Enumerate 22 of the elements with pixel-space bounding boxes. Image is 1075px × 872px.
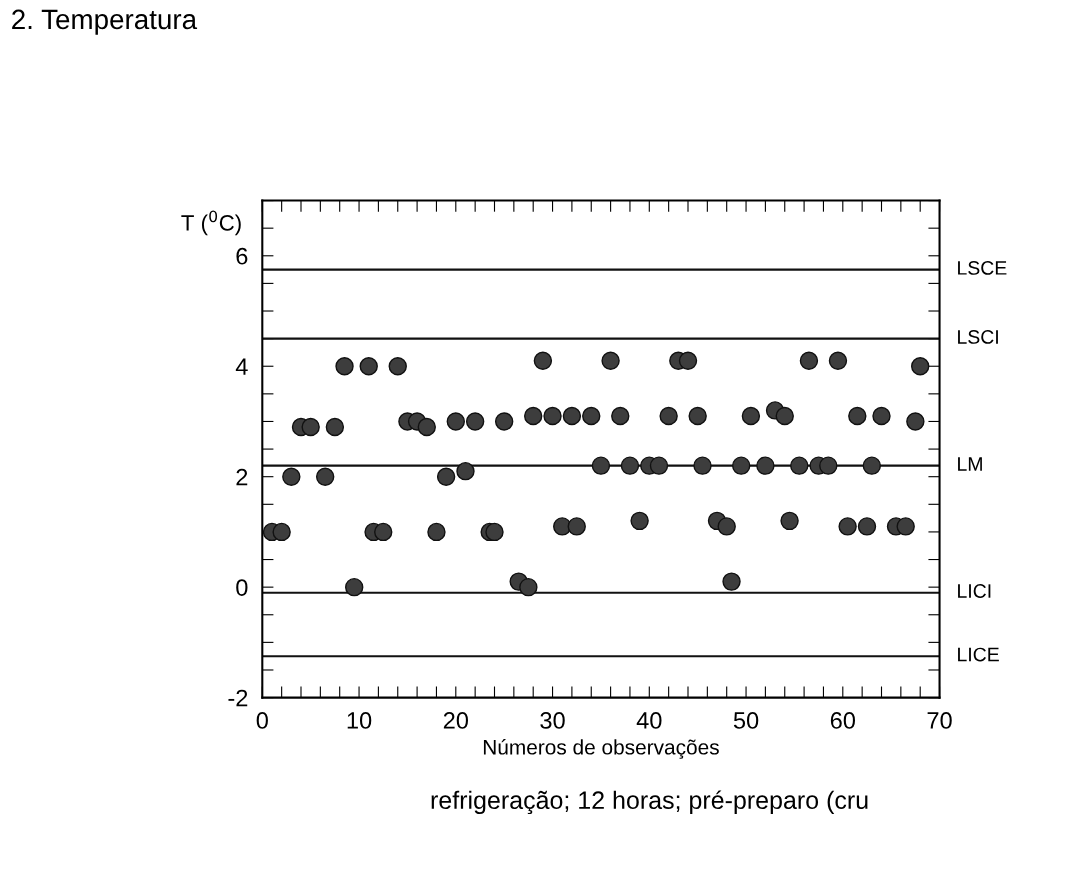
x-axis-title: Números de observações — [483, 739, 719, 759]
x-tick-label: 0 — [256, 712, 268, 729]
x-tick-label: 20 — [443, 712, 469, 729]
y-tick-label: 6 — [236, 247, 248, 265]
x-tick-label: 60 — [830, 712, 856, 729]
ref-line-label: LICI — [958, 584, 991, 598]
y-axis-title: T ($^{0}$C) — [181, 210, 241, 236]
ref-line-label: LSCE — [958, 261, 1007, 275]
x-tick-label: 70 — [927, 712, 952, 729]
y-tick-label: 2 — [236, 468, 248, 486]
x-tick-label: 10 — [347, 712, 372, 729]
y-tick-label: -2 — [228, 689, 248, 707]
ref-line-label: LICE — [958, 647, 999, 662]
ref-line-label: LSCI — [958, 330, 998, 344]
chart-title: 2. Temperatura — [12, 9, 198, 35]
x-tick-label: 50 — [733, 712, 759, 729]
text: refrigeração; 12 horas; pré-preparo (cru — [431, 790, 868, 815]
x-tick-label: 40 — [636, 712, 662, 729]
ref-line-label: LM — [958, 457, 982, 471]
x-tick-label: 30 — [540, 712, 565, 729]
y-tick-label: 0 — [236, 579, 248, 596]
y-tick-label: 4 — [235, 358, 248, 375]
